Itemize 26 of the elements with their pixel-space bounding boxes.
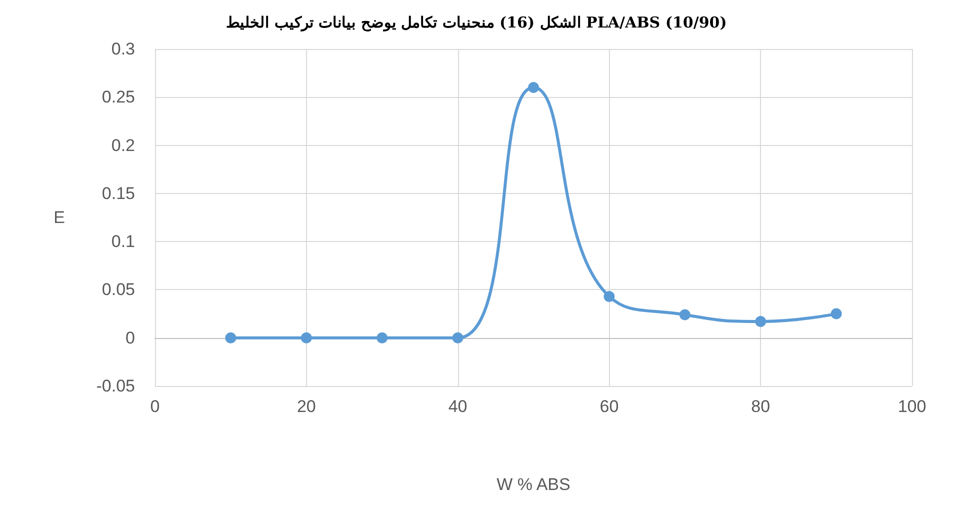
y-tick-label: 0.05 [102,280,135,300]
x-tick-label: 40 [448,397,468,416]
x-tick-label: 100 [898,397,926,416]
y-tick-label: 0.1 [111,232,135,252]
y-axis-title: E [54,208,65,227]
x-tick-label: 20 [296,397,316,416]
x-axis-title: W % ABS [496,475,570,494]
y-tick-label: 0.2 [111,136,135,155]
y-tick-label: -0.05 [96,376,135,396]
point [528,82,539,94]
point [755,316,766,327]
x-tick-label: 80 [751,397,770,416]
y-tick-label: 0 [126,328,135,348]
point [225,332,236,344]
y-tick-label: 0.3 [111,40,135,58]
point [604,290,615,302]
point [830,308,842,320]
y-tick-label: 0.15 [102,184,135,203]
x-tick-label: 0 [150,397,160,416]
chart-title: الشكل (16) منحنيات تكامل يوضح بيانات تركيب الخليط PLA/ABS (10/90) [226,14,727,32]
y-tick-label: 0.25 [102,88,135,107]
point [679,309,690,320]
point [300,332,312,344]
x-tick-label: 60 [600,397,619,416]
point [452,332,464,344]
point [376,332,388,344]
